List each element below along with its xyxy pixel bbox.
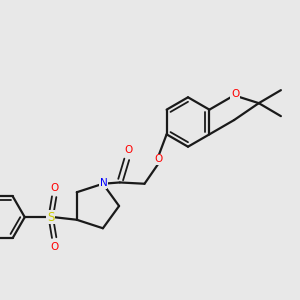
Text: O: O <box>124 146 133 155</box>
Text: O: O <box>50 183 59 193</box>
Text: S: S <box>47 211 54 224</box>
Text: N: N <box>99 179 107 189</box>
Text: N: N <box>100 178 107 188</box>
Text: O: O <box>155 154 163 164</box>
Text: O: O <box>50 242 59 252</box>
Text: O: O <box>231 89 239 99</box>
